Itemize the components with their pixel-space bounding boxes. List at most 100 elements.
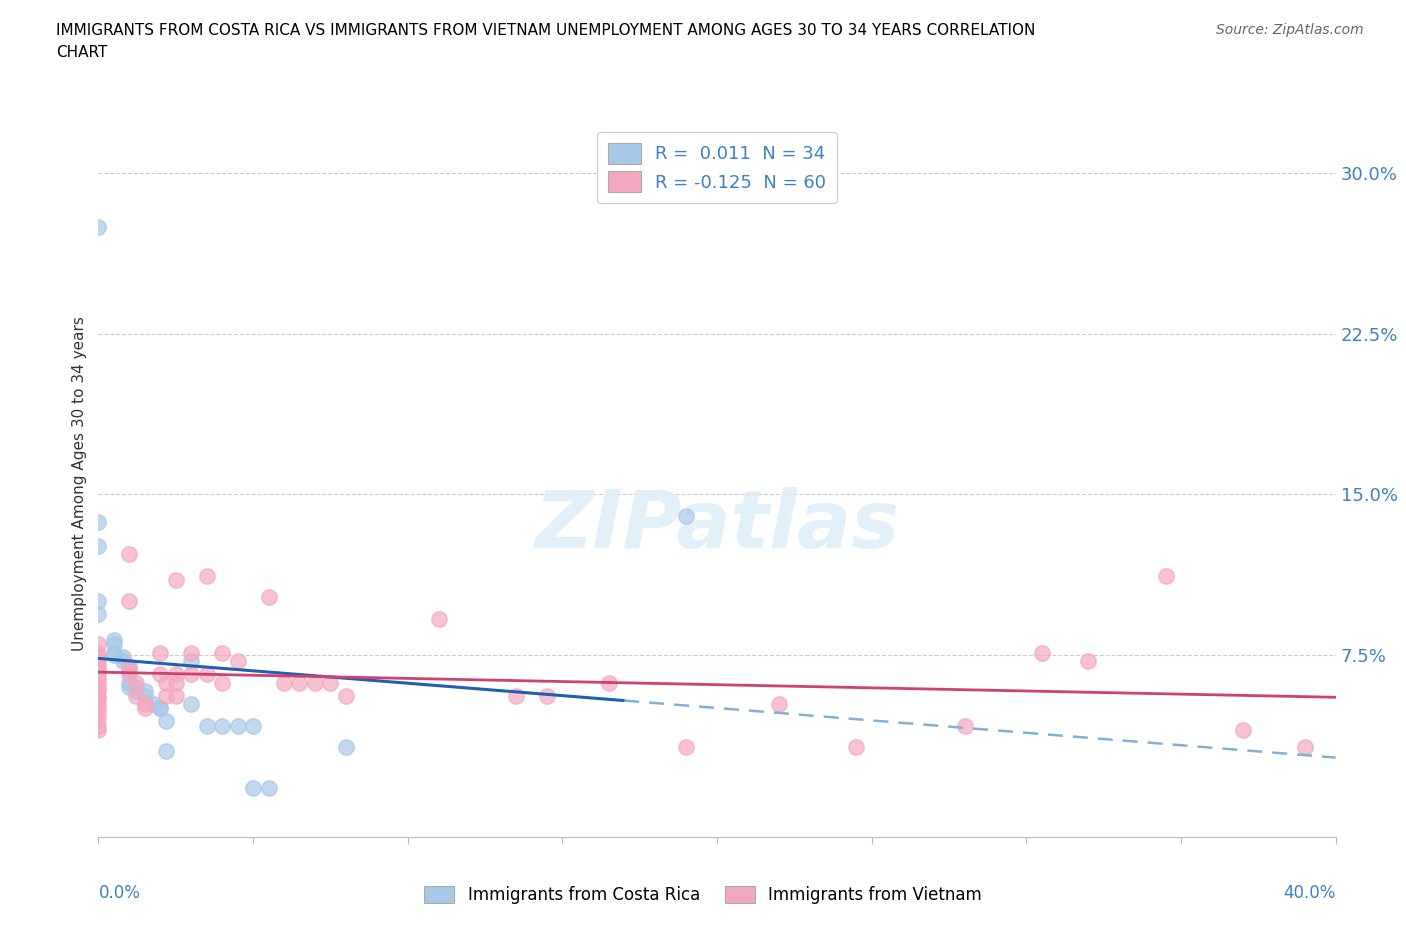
Point [149, 701, 172, 716]
Text: CHART: CHART [56, 45, 108, 60]
Point [180, 667, 202, 682]
Point [155, 675, 177, 690]
Point [165, 667, 187, 682]
Y-axis label: Unemployment Among Ages 30 to 34 years: Unemployment Among Ages 30 to 34 years [72, 316, 87, 651]
Point [87, 594, 110, 609]
Point [87, 705, 110, 720]
Point [165, 573, 187, 588]
Point [87, 697, 110, 711]
Point [87, 711, 110, 726]
Point [1154, 568, 1177, 583]
Point [118, 675, 141, 690]
Point [598, 675, 620, 690]
Point [242, 718, 264, 733]
Point [87, 723, 110, 737]
Point [226, 718, 249, 733]
Point [118, 658, 141, 673]
Point [1294, 739, 1316, 754]
Point [155, 688, 177, 703]
Point [149, 645, 172, 660]
Point [211, 718, 233, 733]
Point [211, 675, 233, 690]
Point [427, 611, 450, 626]
Point [845, 739, 868, 754]
Point [195, 568, 218, 583]
Point [155, 744, 177, 759]
Point [87, 219, 110, 234]
Text: 40.0%: 40.0% [1284, 884, 1336, 902]
Point [953, 718, 976, 733]
Point [118, 680, 141, 695]
Point [319, 675, 342, 690]
Point [149, 667, 172, 682]
Point [87, 654, 110, 669]
Legend: Immigrants from Costa Rica, Immigrants from Vietnam: Immigrants from Costa Rica, Immigrants f… [418, 879, 988, 910]
Point [124, 684, 146, 698]
Point [124, 675, 146, 690]
Point [87, 680, 110, 695]
Point [112, 650, 135, 665]
Point [536, 688, 558, 703]
Point [134, 688, 156, 703]
Point [87, 514, 110, 529]
Point [143, 697, 166, 711]
Point [155, 714, 177, 729]
Point [675, 509, 697, 524]
Text: IMMIGRANTS FROM COSTA RICA VS IMMIGRANTS FROM VIETNAM UNEMPLOYMENT AMONG AGES 30: IMMIGRANTS FROM COSTA RICA VS IMMIGRANTS… [56, 23, 1036, 38]
Point [87, 684, 110, 698]
Text: Source: ZipAtlas.com: Source: ZipAtlas.com [1216, 23, 1364, 37]
Text: 0.0%: 0.0% [98, 884, 141, 902]
Point [87, 606, 110, 621]
Point [87, 690, 110, 705]
Point [675, 739, 697, 754]
Point [103, 637, 125, 652]
Point [1232, 723, 1254, 737]
Point [768, 697, 790, 711]
Point [87, 669, 110, 684]
Point [134, 701, 156, 716]
Point [1031, 645, 1053, 660]
Point [180, 654, 202, 669]
Point [505, 688, 527, 703]
Point [288, 675, 311, 690]
Point [103, 645, 125, 660]
Point [124, 688, 146, 703]
Point [87, 538, 110, 553]
Point [118, 547, 141, 562]
Point [103, 632, 125, 647]
Point [134, 684, 156, 698]
Point [180, 645, 202, 660]
Point [87, 718, 110, 733]
Point [112, 654, 135, 669]
Point [1077, 654, 1099, 669]
Point [195, 667, 218, 682]
Point [118, 594, 141, 609]
Point [124, 680, 146, 695]
Point [87, 658, 110, 673]
Point [180, 697, 202, 711]
Point [165, 675, 187, 690]
Point [118, 660, 141, 675]
Point [257, 590, 280, 604]
Text: ZIPatlas: ZIPatlas [534, 487, 900, 565]
Point [134, 697, 156, 711]
Point [87, 650, 110, 665]
Point [273, 675, 295, 690]
Point [87, 662, 110, 677]
Point [118, 662, 141, 677]
Point [149, 701, 172, 716]
Point [118, 667, 141, 682]
Point [87, 701, 110, 716]
Point [165, 688, 187, 703]
Point [195, 718, 218, 733]
Point [87, 673, 110, 688]
Legend: R =  0.011  N = 34, R = -0.125  N = 60: R = 0.011 N = 34, R = -0.125 N = 60 [598, 132, 837, 203]
Point [87, 690, 110, 705]
Point [103, 647, 125, 662]
Point [87, 645, 110, 660]
Point [211, 645, 233, 660]
Point [257, 780, 280, 795]
Point [87, 637, 110, 652]
Point [226, 654, 249, 669]
Point [242, 780, 264, 795]
